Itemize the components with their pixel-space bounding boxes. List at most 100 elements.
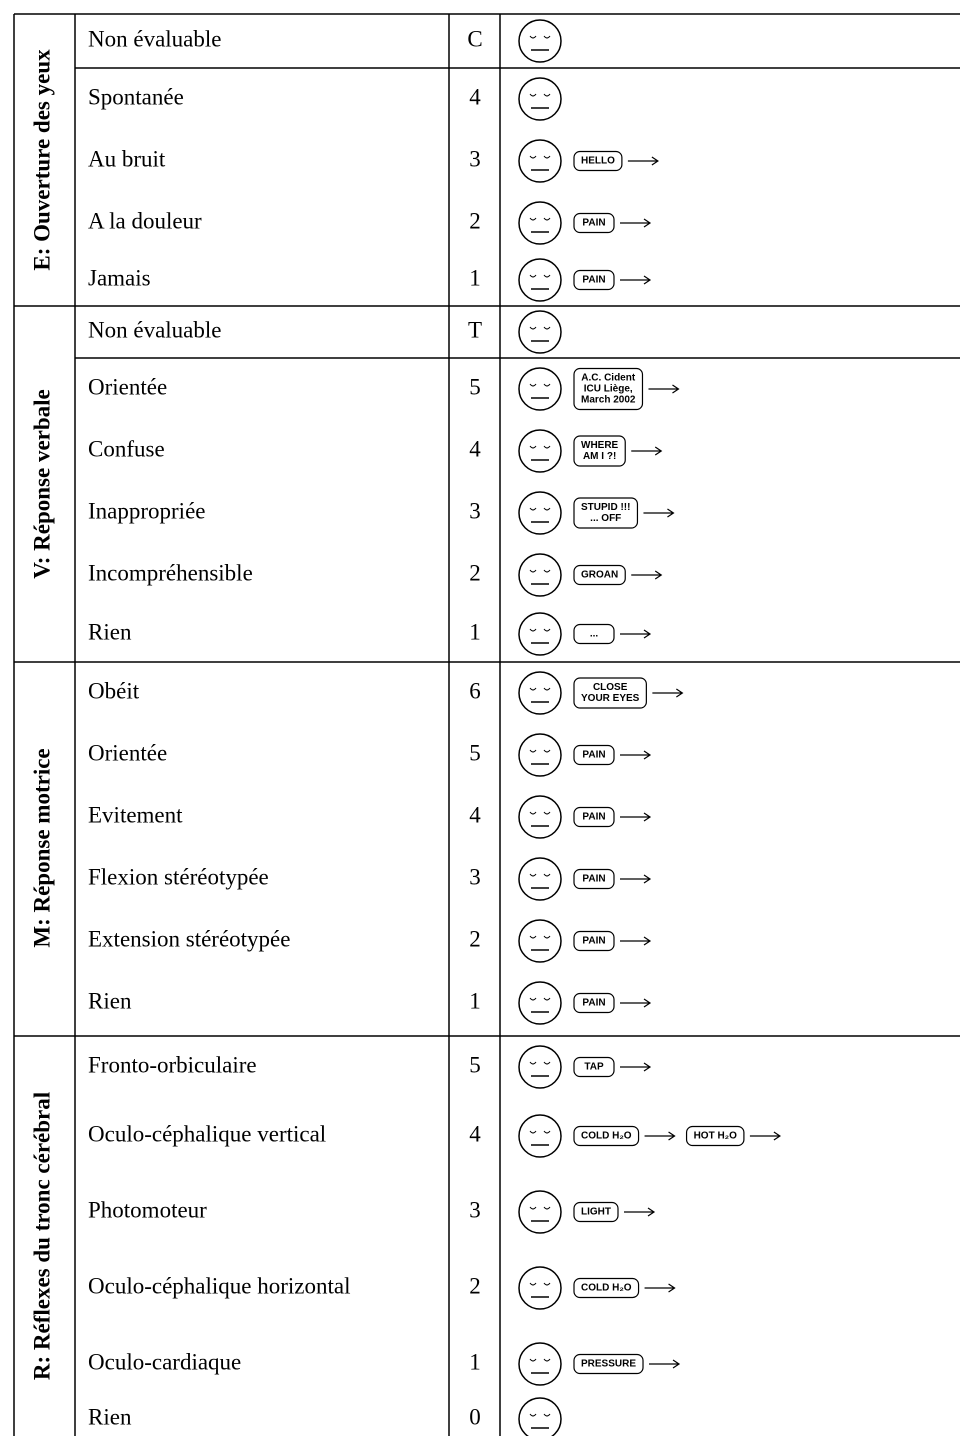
speech-box bbox=[573, 435, 626, 467]
arrow bbox=[643, 508, 675, 518]
arrow bbox=[644, 1131, 676, 1141]
score: 1 bbox=[469, 265, 481, 290]
score: 4 bbox=[469, 84, 481, 109]
figure-text: COLD H₂O bbox=[581, 1131, 632, 1142]
speech-box bbox=[573, 1353, 644, 1375]
figure-text: COLD H₂O bbox=[581, 1283, 632, 1294]
score: 0 bbox=[469, 1404, 481, 1429]
face-eyes bbox=[529, 155, 551, 159]
face-eyes bbox=[529, 1206, 551, 1210]
face bbox=[518, 429, 562, 473]
figure-text: AM I ?! bbox=[583, 451, 616, 462]
score: 3 bbox=[469, 864, 481, 889]
row-label: Fronto-orbiculaire bbox=[88, 1052, 257, 1077]
row-label: Rien bbox=[88, 988, 132, 1013]
figure-text: CLOSE bbox=[593, 682, 628, 693]
face bbox=[518, 258, 562, 302]
speech-box bbox=[573, 564, 626, 586]
face bbox=[518, 919, 562, 963]
figure-label: PAIN bbox=[573, 744, 615, 766]
score: 5 bbox=[469, 1052, 481, 1077]
score: 3 bbox=[469, 146, 481, 171]
score: 5 bbox=[469, 740, 481, 765]
figure-label: COLD H₂O bbox=[573, 1277, 640, 1299]
row-label: Non évaluable bbox=[88, 317, 221, 342]
figure-text: PAIN bbox=[582, 275, 605, 286]
speech-box bbox=[573, 1056, 615, 1078]
figure-label: PAIN bbox=[573, 868, 615, 890]
score: 4 bbox=[469, 1121, 481, 1146]
face bbox=[518, 1114, 562, 1158]
score: 1 bbox=[469, 1349, 481, 1374]
face-eyes bbox=[529, 811, 551, 815]
score: 2 bbox=[469, 560, 481, 585]
row-label: Confuse bbox=[88, 436, 165, 461]
figure-label: PRESSURE bbox=[573, 1353, 644, 1375]
speech-box bbox=[573, 1277, 640, 1299]
figure-text: TAP bbox=[584, 1062, 604, 1073]
figure-text: March 2002 bbox=[581, 395, 636, 406]
figure-text: PAIN bbox=[582, 812, 605, 823]
speech-box bbox=[573, 497, 639, 529]
arrow bbox=[631, 570, 663, 580]
face bbox=[518, 733, 562, 777]
face-eyes bbox=[529, 326, 551, 330]
figure-label: HOT H₂O bbox=[685, 1125, 745, 1147]
face bbox=[518, 1342, 562, 1386]
score: 4 bbox=[469, 436, 481, 461]
score: 1 bbox=[469, 988, 481, 1013]
arrow bbox=[620, 218, 652, 228]
figure-text: PAIN bbox=[582, 936, 605, 947]
score: T bbox=[468, 317, 482, 342]
figure-label: TAP bbox=[573, 1056, 615, 1078]
figure-text: HELLO bbox=[581, 156, 615, 167]
figure-label: ... bbox=[573, 623, 615, 645]
score: 1 bbox=[469, 619, 481, 644]
arrow bbox=[649, 1359, 681, 1369]
face-eyes bbox=[529, 445, 551, 449]
figure-text: PAIN bbox=[582, 218, 605, 229]
speech-box bbox=[573, 806, 615, 828]
face bbox=[518, 553, 562, 597]
row-label: Spontanée bbox=[88, 84, 184, 109]
arrow bbox=[620, 750, 652, 760]
face-eyes bbox=[529, 507, 551, 511]
row-label: Oculo-céphalique vertical bbox=[88, 1121, 326, 1146]
face-eyes bbox=[529, 274, 551, 278]
figure-text: YOUR EYES bbox=[581, 693, 640, 704]
face-eyes bbox=[529, 1413, 551, 1417]
arrow bbox=[620, 275, 652, 285]
score: 5 bbox=[469, 374, 481, 399]
arrow bbox=[652, 688, 684, 698]
row-label: Non évaluable bbox=[88, 26, 221, 51]
row-label: Flexion stéréotypée bbox=[88, 864, 269, 889]
figure-text: ... OFF bbox=[590, 513, 621, 524]
speech-box bbox=[573, 1125, 640, 1147]
row-label: Evitement bbox=[88, 802, 183, 827]
face-eyes bbox=[529, 383, 551, 387]
figure-text: PAIN bbox=[582, 998, 605, 1009]
section-title: R: Réflexes du tronc cérébral bbox=[29, 1092, 54, 1380]
section-title: E: Ouverture des yeux bbox=[29, 49, 54, 271]
figure-text: HOT H₂O bbox=[694, 1131, 738, 1142]
face bbox=[518, 201, 562, 245]
face bbox=[518, 857, 562, 901]
arrow bbox=[620, 874, 652, 884]
row-label: Orientée bbox=[88, 374, 167, 399]
row-label: Incompréhensible bbox=[88, 560, 253, 585]
face bbox=[518, 310, 562, 354]
face bbox=[518, 612, 562, 656]
face bbox=[518, 367, 562, 411]
speech-box bbox=[573, 677, 647, 709]
row-label: Rien bbox=[88, 1404, 132, 1429]
face bbox=[518, 19, 562, 63]
row-label: Extension stéréotypée bbox=[88, 926, 290, 951]
face bbox=[518, 77, 562, 121]
row-label: Obéit bbox=[88, 678, 140, 703]
score: 6 bbox=[469, 678, 481, 703]
arrow bbox=[620, 936, 652, 946]
figure-label: PAIN bbox=[573, 212, 615, 234]
